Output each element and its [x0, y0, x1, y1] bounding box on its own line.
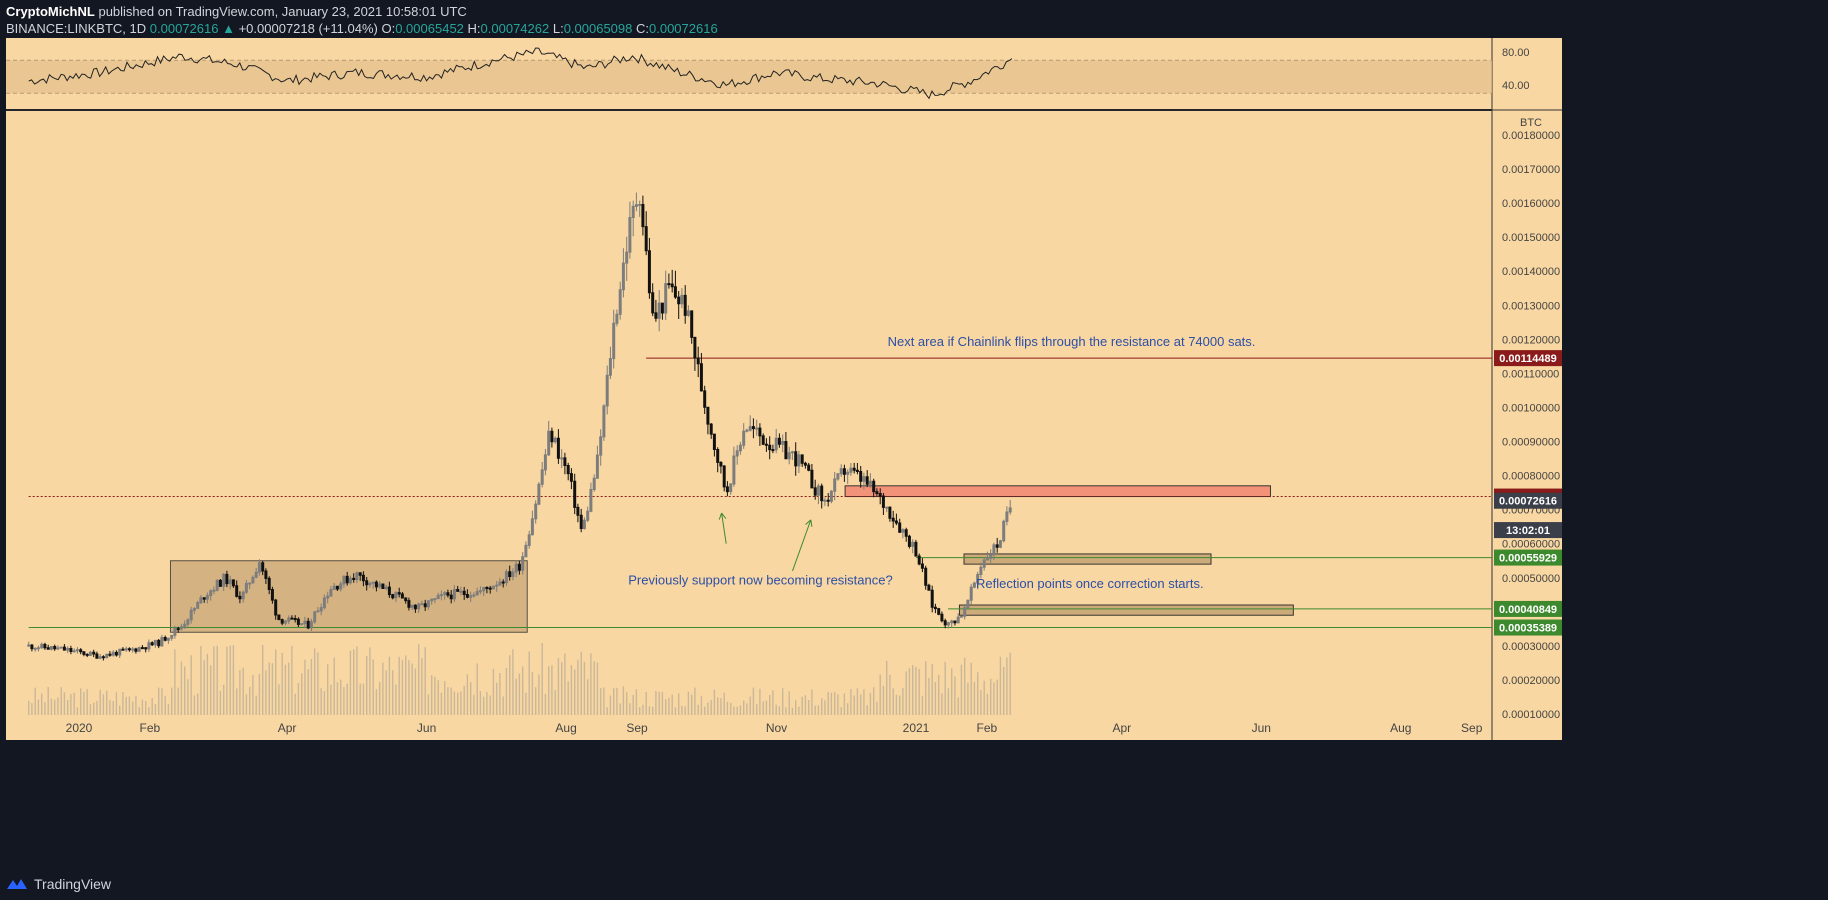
annotation-arrow: [721, 512, 727, 544]
price-label-resistance: 0.00114489: [1499, 353, 1557, 365]
price-tick-label: 0.00170000: [1502, 164, 1560, 176]
price-tick-label: 0.00090000: [1502, 437, 1560, 449]
price-tick-label: 0.00010000: [1502, 709, 1560, 721]
time-tick-label: Aug: [1390, 721, 1411, 735]
tradingview-logo-icon[interactable]: [6, 877, 28, 891]
zone-resistance: [844, 485, 1271, 498]
price-tick-label: 0.00080000: [1502, 471, 1560, 483]
close-value: 0.00072616: [649, 21, 718, 36]
price-label-box-countdown: [1494, 522, 1562, 539]
time-tick-label: Feb: [140, 721, 161, 735]
time-tick-label: 2020: [66, 721, 93, 735]
price-tick-label: 0.00160000: [1502, 198, 1560, 210]
time-tick-label: 2021: [903, 721, 930, 735]
high-value: 0.00074262: [480, 21, 550, 36]
chart-annotation[interactable]: Next area if Chainlink flips through the…: [888, 334, 1256, 349]
low-value: 0.00065098: [563, 21, 633, 36]
last-price: 0.00072616: [149, 21, 219, 36]
price-tick-label: 0.00050000: [1502, 573, 1560, 585]
price-label-box-resistance: [1494, 350, 1562, 367]
rsi-band: [6, 60, 1492, 94]
time-tick-label: Jun: [1252, 721, 1271, 735]
price-tick-label: 0.00020000: [1502, 675, 1560, 687]
price-label-box-support: [1494, 549, 1562, 566]
publish-text: published on TradingView.com, January 23…: [98, 4, 467, 19]
price-label-box-current: [1494, 492, 1562, 509]
publish-info: CryptoMichNL published on TradingView.co…: [6, 4, 467, 19]
price-label-support: 0.00035389: [1499, 623, 1557, 635]
zone-support: [963, 553, 1212, 565]
price-change: +0.00007218 (+11.04%): [238, 21, 378, 36]
time-tick-label: Feb: [977, 721, 998, 735]
price-label-support: 0.00055929: [1499, 553, 1557, 565]
zone-support: [958, 604, 1294, 616]
price-label-current: 0.00072616: [1499, 496, 1557, 508]
time-tick-label: Sep: [1461, 721, 1483, 735]
symbol-legend: BINANCE:LINKBTC, 1D 0.00072616 ▲ +0.0000…: [6, 21, 718, 36]
rsi-tick-label: 80.00: [1502, 47, 1530, 59]
candles-down: [30, 195, 999, 661]
annotation-arrowhead: [805, 519, 813, 527]
price-tick-label: 0.00130000: [1502, 300, 1560, 312]
time-tick-label: Sep: [626, 721, 648, 735]
open-value: 0.00065452: [395, 21, 464, 36]
time-tick-label: Apr: [1112, 721, 1131, 735]
price-tick-label: 0.00120000: [1502, 334, 1560, 346]
time-tick-label: Apr: [278, 721, 297, 735]
time-tick-label: Nov: [766, 721, 787, 735]
chart-annotation[interactable]: Reflection points once correction starts…: [976, 576, 1204, 591]
price-label-box-support: [1494, 600, 1562, 617]
footer: TradingView: [6, 876, 111, 892]
footer-brand[interactable]: TradingView: [34, 876, 112, 892]
price-label-box-support: [1494, 619, 1562, 636]
volume-bars: [28, 643, 1011, 715]
author-name[interactable]: CryptoMichNL: [6, 4, 95, 19]
annotation-arrow: [792, 519, 812, 572]
price-tick-label: 0.00100000: [1502, 402, 1560, 414]
symbol-name[interactable]: BINANCE:LINKBTC, 1D: [6, 21, 147, 36]
time-scale-bg: [6, 715, 1562, 740]
candles-up: [27, 192, 1012, 660]
price-label-countdown: 13:02:01: [1506, 525, 1550, 537]
price-tick-label: 0.00110000: [1502, 368, 1559, 380]
annotation-arrowhead: [718, 512, 727, 520]
low-label: L:: [552, 21, 564, 36]
time-tick-label: Jun: [417, 721, 436, 735]
price-label-support: 0.00040849: [1499, 604, 1557, 616]
chart-annotation[interactable]: Previously support now becoming resistan…: [628, 573, 892, 588]
close-label: C:: [636, 21, 649, 36]
price-unit-label: BTC: [1520, 117, 1542, 129]
high-label: H:: [467, 21, 481, 36]
rsi-tick-label: 40.00: [1502, 80, 1530, 92]
price-tick-label: 0.00140000: [1502, 266, 1560, 278]
price-tick-label: 0.00030000: [1502, 641, 1560, 653]
rsi-line: [28, 47, 1013, 100]
price-tick-label: 0.00180000: [1502, 130, 1560, 142]
change-arrow-icon: ▲: [222, 21, 235, 36]
price-tick-label: 0.00060000: [1502, 539, 1560, 551]
price-tick-label: 0.00150000: [1502, 232, 1560, 244]
open-label: O:: [381, 21, 396, 36]
time-tick-label: Aug: [555, 721, 576, 735]
